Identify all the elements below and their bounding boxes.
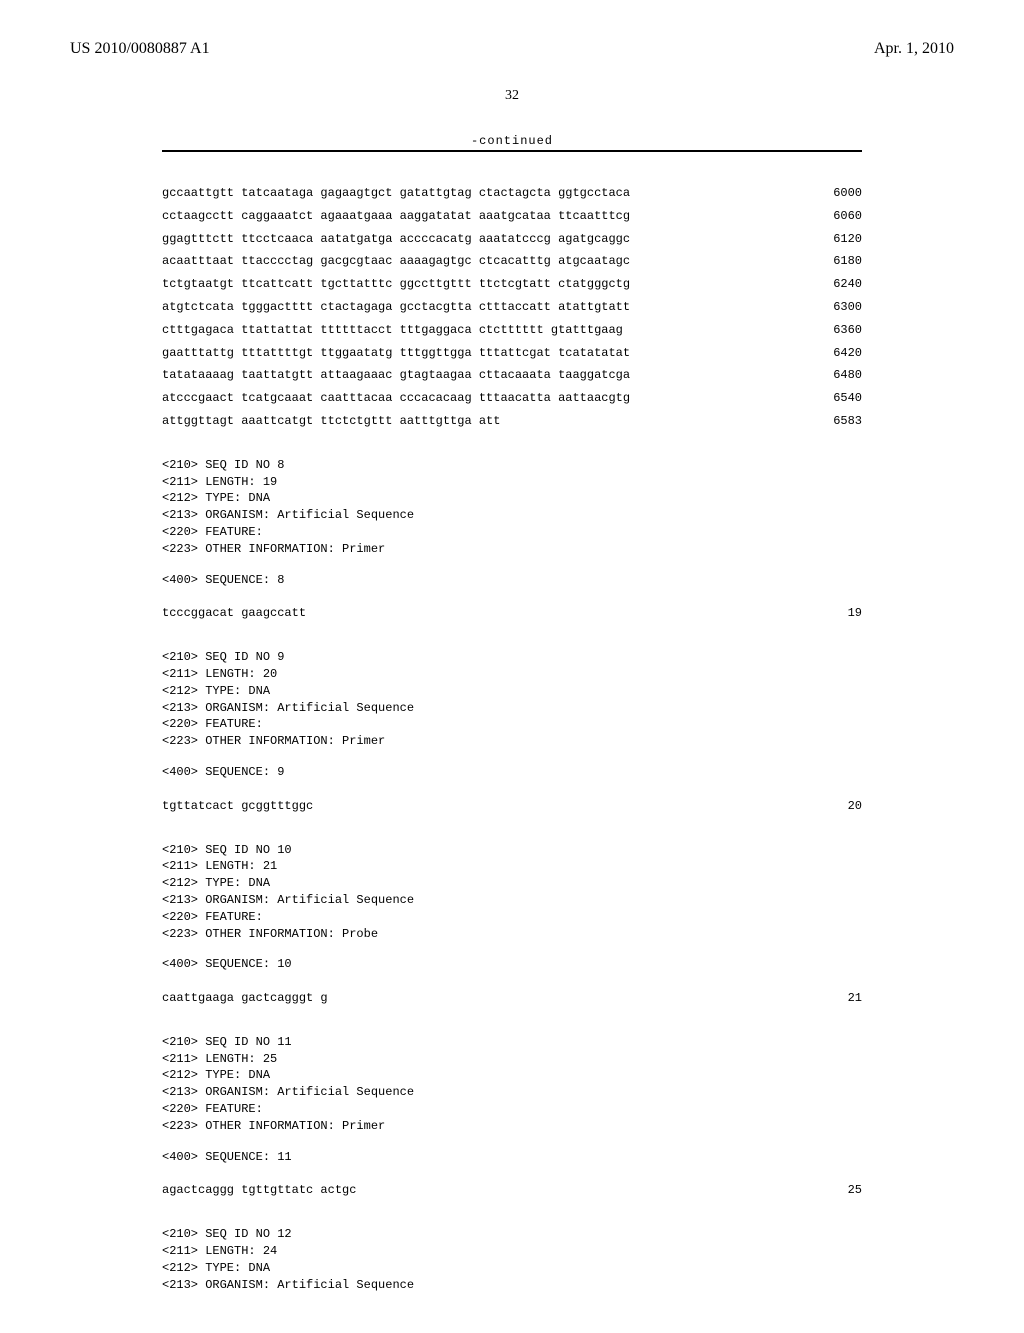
sequence-text: atgtctcata tgggactttt ctactagaga gcctacg…: [162, 296, 630, 319]
sequence-line: tatataaaag taattatgtt attaagaaac gtagtaa…: [162, 364, 862, 387]
publication-number: US 2010/0080887 A1: [70, 40, 210, 58]
continued-block: -continued: [162, 134, 862, 152]
sequence-position: 21: [848, 987, 862, 1010]
sequence-meta-line: <400> SEQUENCE: 10: [162, 956, 862, 973]
sequence-text: acaatttaat ttacccctag gacgcgtaac aaaagag…: [162, 250, 630, 273]
sequence-position: 20: [848, 795, 862, 818]
sequence-entry: <210> SEQ ID NO 10<211> LENGTH: 21<212> …: [162, 842, 862, 1010]
sequence-text: atcccgaact tcatgcaaat caatttacaa cccacac…: [162, 387, 630, 410]
spacer: [162, 558, 862, 572]
sequence-meta-line: <220> FEATURE:: [162, 1101, 862, 1118]
sequence-meta-line: <213> ORGANISM: Artificial Sequence: [162, 700, 862, 717]
sequence-line: acaatttaat ttacccctag gacgcgtaac aaaagag…: [162, 250, 862, 273]
sequence-position: 6060: [833, 205, 862, 228]
sequence-line: gccaattgtt tatcaataga gagaagtgct gatattg…: [162, 182, 862, 205]
sequence-meta-line: <213> ORGANISM: Artificial Sequence: [162, 892, 862, 909]
sequence-entry: <210> SEQ ID NO 11<211> LENGTH: 25<212> …: [162, 1034, 862, 1202]
sequence-line: gaatttattg tttattttgt ttggaatatg tttggtt…: [162, 342, 862, 365]
sequence-text: tctgtaatgt ttcattcatt tgcttatttc ggccttg…: [162, 273, 630, 296]
sequence-text: attggttagt aaattcatgt ttctctgttt aatttgt…: [162, 410, 500, 433]
sequence-meta-line: <210> SEQ ID NO 8: [162, 457, 862, 474]
sequence-entry: <210> SEQ ID NO 12<211> LENGTH: 24<212> …: [162, 1226, 862, 1293]
sequence-meta-line: <213> ORGANISM: Artificial Sequence: [162, 507, 862, 524]
sequence-line: ggagtttctt ttcctcaaca aatatgatga accccac…: [162, 228, 862, 251]
sequence-position: 19: [848, 602, 862, 625]
sequence-meta-line: <220> FEATURE:: [162, 716, 862, 733]
sequence-content: gccaattgtt tatcaataga gagaagtgct gatattg…: [162, 182, 862, 1293]
sequence-meta-line: <211> LENGTH: 19: [162, 474, 862, 491]
spacer: [162, 588, 862, 602]
sequence-meta-line: <223> OTHER INFORMATION: Primer: [162, 733, 862, 750]
sequence-meta-line: <211> LENGTH: 20: [162, 666, 862, 683]
sequence-meta-line: <220> FEATURE:: [162, 524, 862, 541]
spacer: [162, 1165, 862, 1179]
sequence-meta-line: <400> SEQUENCE: 9: [162, 764, 862, 781]
sequence-position: 6000: [833, 182, 862, 205]
spacer: [162, 1135, 862, 1149]
sequence-position: 6420: [833, 342, 862, 365]
sequence-text: agactcaggg tgttgttatc actgc: [162, 1179, 356, 1202]
spacer: [162, 781, 862, 795]
page-header: US 2010/0080887 A1 Apr. 1, 2010: [70, 40, 954, 58]
sequence-meta-line: <211> LENGTH: 25: [162, 1051, 862, 1068]
sequence-meta-line: <223> OTHER INFORMATION: Primer: [162, 541, 862, 558]
sequence-meta-line: <223> OTHER INFORMATION: Probe: [162, 926, 862, 943]
sequence-position: 6180: [833, 250, 862, 273]
sequence-position: 25: [848, 1179, 862, 1202]
sequence-meta-line: <210> SEQ ID NO 11: [162, 1034, 862, 1051]
sequence-meta-line: <223> OTHER INFORMATION: Primer: [162, 1118, 862, 1135]
sequence-meta-line: <210> SEQ ID NO 9: [162, 649, 862, 666]
sequence-meta-line: <212> TYPE: DNA: [162, 683, 862, 700]
sequence-line: caattgaaga gactcagggt g 21: [162, 987, 862, 1010]
sequence-line: ctttgagaca ttattattat ttttttacct tttgagg…: [162, 319, 862, 342]
sequence-meta-line: <213> ORGANISM: Artificial Sequence: [162, 1277, 862, 1294]
sequence-line: atgtctcata tgggactttt ctactagaga gcctacg…: [162, 296, 862, 319]
continued-label: -continued: [162, 134, 862, 148]
sequence-entry: <210> SEQ ID NO 9<211> LENGTH: 20<212> T…: [162, 649, 862, 817]
divider-line: [162, 150, 862, 152]
sequence-line: tctgtaatgt ttcattcatt tgcttatttc ggccttg…: [162, 273, 862, 296]
sequence-meta-line: <400> SEQUENCE: 11: [162, 1149, 862, 1166]
sequence-text: tcccggacat gaagccatt: [162, 602, 306, 625]
sequence-meta-line: <211> LENGTH: 24: [162, 1243, 862, 1260]
publication-date: Apr. 1, 2010: [874, 40, 954, 58]
sequence-position: 6480: [833, 364, 862, 387]
page-number: 32: [70, 88, 954, 104]
sequence-meta-line: <212> TYPE: DNA: [162, 875, 862, 892]
sequence-line: atcccgaact tcatgcaaat caatttacaa cccacac…: [162, 387, 862, 410]
sequence-line: agactcaggg tgttgttatc actgc 25: [162, 1179, 862, 1202]
sequence-entry: <210> SEQ ID NO 8<211> LENGTH: 19<212> T…: [162, 457, 862, 625]
sequence-text: gaatttattg tttattttgt ttggaatatg tttggtt…: [162, 342, 630, 365]
sequence-meta-line: <211> LENGTH: 21: [162, 858, 862, 875]
sequence-meta-line: <210> SEQ ID NO 10: [162, 842, 862, 859]
sequence-position: 6583: [833, 410, 862, 433]
sequence-position: 6120: [833, 228, 862, 251]
sequence-position: 6300: [833, 296, 862, 319]
sequence-position: 6360: [833, 319, 862, 342]
sequence-meta-line: <220> FEATURE:: [162, 909, 862, 926]
sequence-meta-line: <212> TYPE: DNA: [162, 1260, 862, 1277]
sequence-text: tatataaaag taattatgtt attaagaaac gtagtaa…: [162, 364, 630, 387]
spacer: [162, 942, 862, 956]
sequence-text: cctaagcctt caggaaatct agaaatgaaa aaggata…: [162, 205, 630, 228]
sequence-text: gccaattgtt tatcaataga gagaagtgct gatattg…: [162, 182, 630, 205]
sequence-meta-line: <212> TYPE: DNA: [162, 1067, 862, 1084]
sequence-meta-line: <212> TYPE: DNA: [162, 490, 862, 507]
sequence-position: 6240: [833, 273, 862, 296]
sequence-line: attggttagt aaattcatgt ttctctgttt aatttgt…: [162, 410, 862, 433]
sequence-position: 6540: [833, 387, 862, 410]
sequence-line: cctaagcctt caggaaatct agaaatgaaa aaggata…: [162, 205, 862, 228]
sequence-meta-line: <213> ORGANISM: Artificial Sequence: [162, 1084, 862, 1101]
sequence-meta-line: <210> SEQ ID NO 12: [162, 1226, 862, 1243]
sequence-line: tcccggacat gaagccatt 19: [162, 602, 862, 625]
sequence-text: caattgaaga gactcagggt g: [162, 987, 328, 1010]
sequence-line: tgttatcact gcggtttggc 20: [162, 795, 862, 818]
sequence-text: ctttgagaca ttattattat ttttttacct tttgagg…: [162, 319, 623, 342]
spacer: [162, 750, 862, 764]
spacer: [162, 973, 862, 987]
sequence-text: ggagtttctt ttcctcaaca aatatgatga accccac…: [162, 228, 630, 251]
sequence-meta-line: <400> SEQUENCE: 8: [162, 572, 862, 589]
sequence-text: tgttatcact gcggtttggc: [162, 795, 313, 818]
